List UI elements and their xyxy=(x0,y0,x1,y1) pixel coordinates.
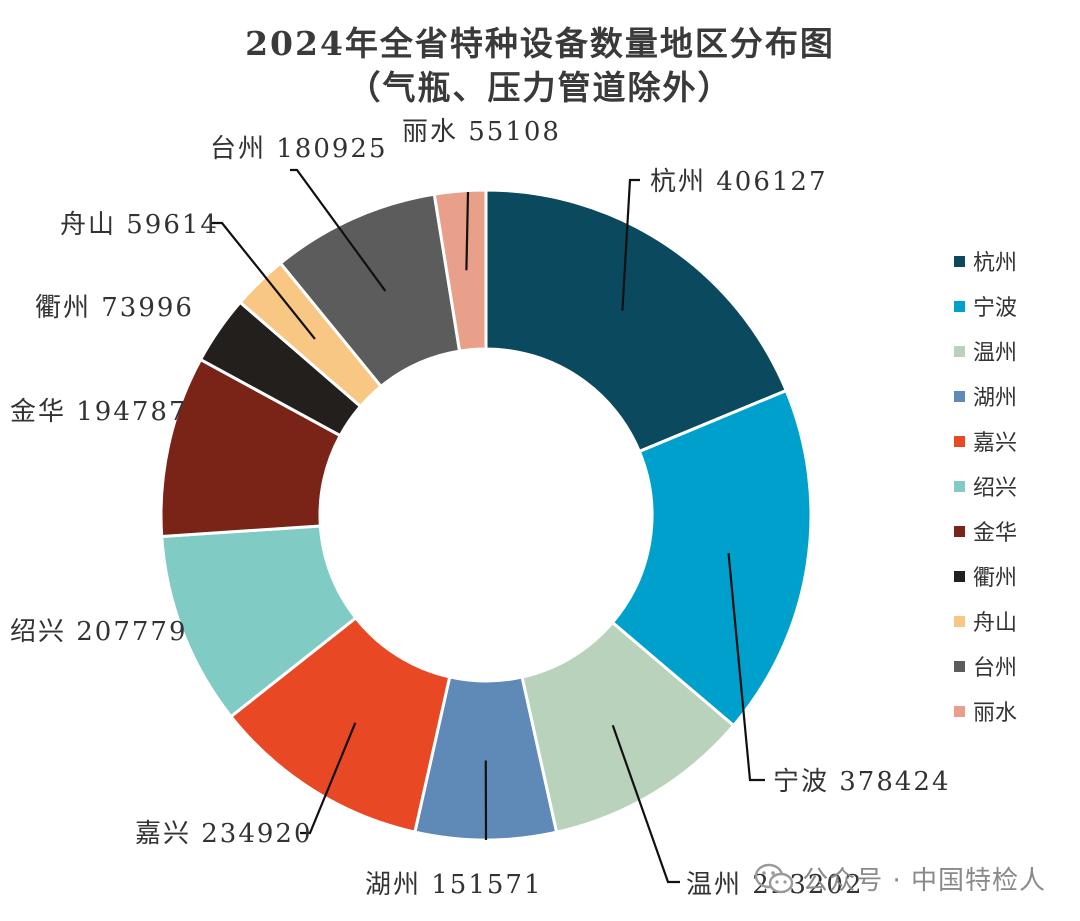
callout-line-温州 xyxy=(611,724,680,884)
legend-swatch-绍兴 xyxy=(954,481,965,492)
callout-line-嘉兴 xyxy=(300,722,357,835)
callout-line-舟山 xyxy=(210,221,316,340)
data-label-丽水: 丽水 55108 xyxy=(402,117,561,147)
donut-slices xyxy=(159,188,813,842)
legend-swatch-金华 xyxy=(954,526,965,537)
chart-title: 2024年全省特种设备数量地区分布图 xyxy=(245,24,835,63)
slice-杭州 xyxy=(484,188,789,454)
data-label-嘉兴: 嘉兴 234920 xyxy=(135,819,313,849)
legend-label-温州: 温州 xyxy=(973,341,1017,366)
callout-line-丽水 xyxy=(465,191,470,271)
legend-label-嘉兴: 嘉兴 xyxy=(973,431,1017,456)
data-label-湖州: 湖州 151571 xyxy=(365,870,543,900)
legend-label-丽水: 丽水 xyxy=(973,701,1017,726)
legend-swatch-宁波 xyxy=(954,301,965,312)
data-label-金华: 金华 194787 xyxy=(10,397,188,427)
watermark-text: 公众号 · 中国特检人 xyxy=(802,866,1046,896)
legend-label-衢州: 衢州 xyxy=(973,566,1017,591)
callout-line-台州 xyxy=(290,168,387,292)
legend-swatch-丽水 xyxy=(954,706,965,717)
legend-swatch-嘉兴 xyxy=(954,436,965,447)
data-label-台州: 台州 180925 xyxy=(210,134,388,164)
slice-宁波 xyxy=(610,388,813,728)
wechat-icon xyxy=(755,863,794,893)
data-label-绍兴: 绍兴 207779 xyxy=(10,617,188,647)
callout-line-宁波 xyxy=(727,552,765,782)
legend-label-台州: 台州 xyxy=(973,656,1017,681)
watermark: 公众号 · 中国特检人 xyxy=(754,860,1046,897)
legend-swatch-衢州 xyxy=(954,571,965,582)
data-label-舟山: 舟山 59614 xyxy=(60,210,219,240)
legend-label-湖州: 湖州 xyxy=(973,386,1017,411)
legend-label-宁波: 宁波 xyxy=(973,296,1017,321)
data-label-杭州: 杭州 406127 xyxy=(650,167,828,197)
legend-label-绍兴: 绍兴 xyxy=(973,476,1017,501)
slice-丽水 xyxy=(432,188,488,353)
legend-label-舟山: 舟山 xyxy=(973,611,1017,636)
callout-line-杭州 xyxy=(621,178,640,311)
legend-swatch-舟山 xyxy=(954,616,965,627)
legend-swatch-温州 xyxy=(954,346,965,357)
legend-swatch-杭州 xyxy=(954,256,965,267)
legend-swatch-湖州 xyxy=(954,391,965,402)
data-label-衢州: 衢州 73996 xyxy=(35,293,194,323)
legend-label-杭州: 杭州 xyxy=(973,251,1017,276)
data-label-宁波: 宁波 378424 xyxy=(773,767,951,797)
legend-swatch-台州 xyxy=(954,661,965,672)
chart-subtitle: （气瓶、压力管道除外） xyxy=(347,68,733,107)
legend-label-金华: 金华 xyxy=(973,521,1017,546)
